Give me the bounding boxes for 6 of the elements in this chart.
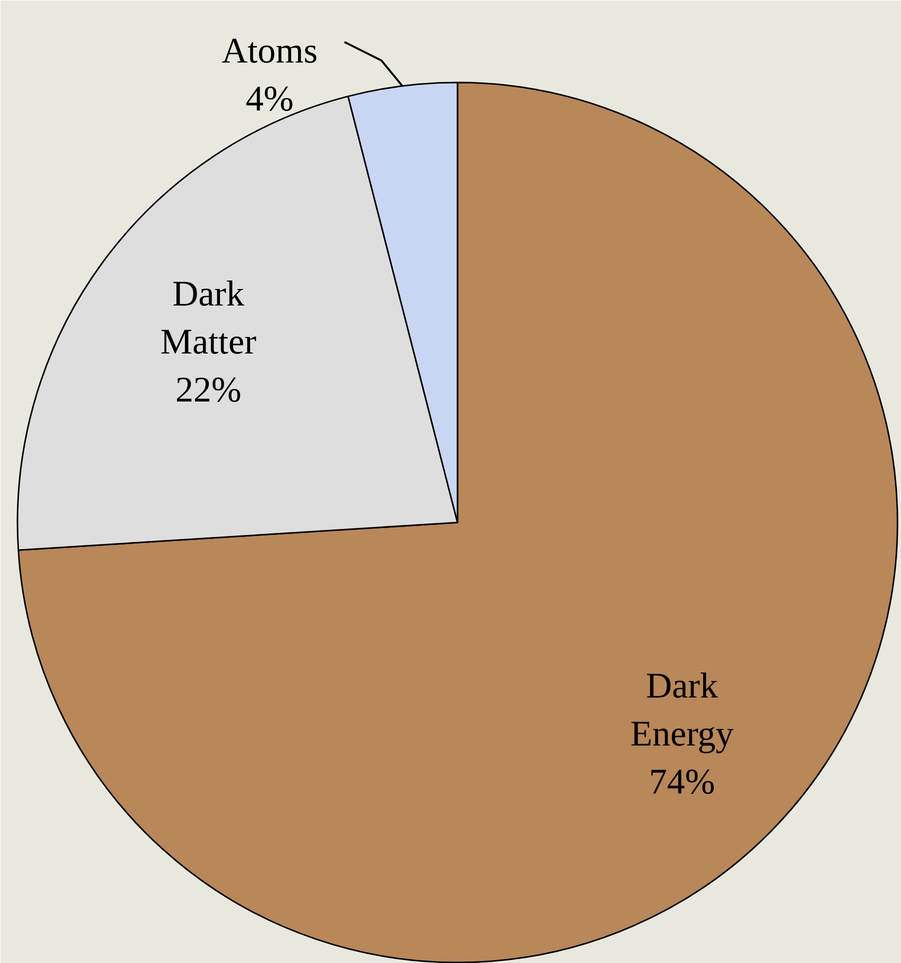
data-label: 22% [175, 369, 242, 410]
data-label: 4% [246, 78, 294, 118]
data-label: 74% [649, 761, 716, 802]
slice-label: Atoms [222, 30, 318, 70]
slice-label: Dark Energy [630, 665, 734, 754]
slice-label: Dark Matter [160, 273, 256, 362]
